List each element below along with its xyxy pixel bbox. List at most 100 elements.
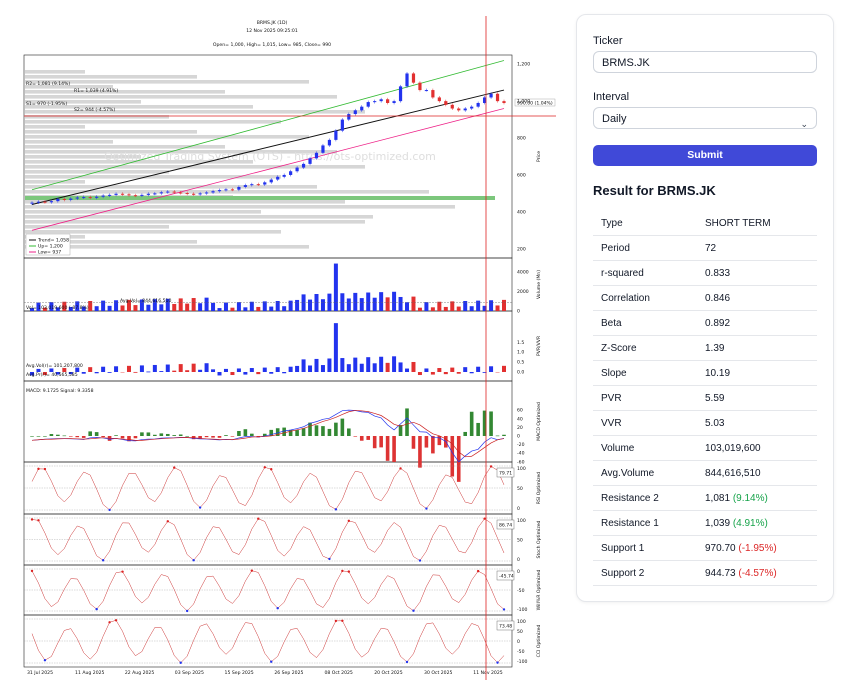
macd-histogram-bar bbox=[275, 428, 280, 436]
volume-profile-bar bbox=[25, 185, 317, 189]
candle-body bbox=[69, 198, 73, 200]
candle-body bbox=[386, 99, 390, 103]
vvr-bar bbox=[346, 364, 351, 372]
rsi-overbought-dot bbox=[399, 467, 402, 470]
macd-tick-label: 20 bbox=[517, 425, 523, 431]
result-label: Volume bbox=[593, 435, 697, 461]
result-value-cell: 1,081 (9.14%) bbox=[697, 485, 817, 511]
vvr-bar bbox=[295, 365, 300, 372]
volume-profile-bar bbox=[25, 130, 197, 134]
macd-histogram-bar bbox=[392, 436, 396, 462]
vvr-bar bbox=[392, 356, 397, 372]
volume-profile-bar bbox=[25, 80, 309, 84]
vvr-bar bbox=[198, 369, 203, 372]
avg-volume-label: Avg.Vol= 844,616,510 bbox=[120, 298, 171, 304]
candle-body bbox=[101, 195, 105, 197]
candle-body bbox=[243, 185, 247, 187]
willr-value-badge bbox=[496, 570, 515, 581]
rsi-tick-label: 50 bbox=[517, 486, 523, 492]
volume-bar bbox=[55, 307, 60, 311]
volume-profile-bar bbox=[25, 220, 365, 224]
volume-tick-label: 0 bbox=[517, 309, 520, 315]
volume-bar bbox=[75, 301, 80, 311]
result-row: Correlation 0.846 bbox=[593, 285, 817, 311]
cci-tick-label: 50 bbox=[517, 629, 523, 635]
volume-bar bbox=[269, 306, 274, 311]
macd-histogram-bar bbox=[165, 433, 170, 436]
vvr-bar bbox=[249, 368, 254, 372]
candle-body bbox=[282, 174, 286, 177]
cci-tick-label: 0 bbox=[517, 639, 520, 645]
vvr-bar bbox=[308, 365, 313, 372]
vvr-tick-label: 0.5 bbox=[517, 360, 524, 366]
candle-body bbox=[431, 90, 435, 98]
cci-overbought-dot bbox=[108, 621, 111, 624]
macd-histogram-bar bbox=[327, 428, 332, 436]
macd-histogram-bar bbox=[398, 425, 403, 436]
volume-bar bbox=[314, 294, 319, 311]
candle-body bbox=[334, 130, 338, 140]
vvr-bar bbox=[456, 372, 461, 374]
x-date-label: 15 Sep 2025 bbox=[225, 670, 254, 676]
vvr-bar bbox=[55, 372, 60, 375]
result-row: Z-Score 1.39 bbox=[593, 335, 817, 361]
analysis-form-card: Ticker BRMS.JK Interval Daily ⌄ Submit R… bbox=[576, 14, 834, 602]
stoch-oversold-dot bbox=[418, 559, 422, 562]
stoch-overbought-dot bbox=[30, 518, 34, 521]
vvr-bar bbox=[398, 362, 403, 372]
macd-histogram-bar bbox=[411, 436, 416, 449]
vvr-bar bbox=[353, 357, 358, 372]
vvr-bar bbox=[159, 371, 164, 372]
macd-histogram-bar bbox=[68, 436, 73, 437]
result-value-cell: 0.846 bbox=[697, 285, 817, 311]
submit-button[interactable]: Submit bbox=[593, 145, 817, 166]
volume-bar bbox=[443, 306, 448, 311]
candle-body bbox=[153, 193, 157, 195]
macd-histogram-bar bbox=[366, 436, 371, 440]
willr-tick-label: -100 bbox=[517, 607, 528, 613]
volume-profile-bar bbox=[25, 115, 169, 119]
rsi-overbought-dot bbox=[43, 467, 47, 471]
vvr-bar bbox=[236, 368, 241, 372]
vvr-bar bbox=[165, 364, 170, 372]
result-value-cell: 0.892 bbox=[697, 310, 817, 336]
legend-entry: Low= 937 bbox=[38, 250, 61, 256]
vvr-bar bbox=[482, 372, 487, 373]
price-level-label: S2= 944 (-4.57%) bbox=[74, 107, 115, 113]
vvr-bar bbox=[152, 364, 157, 372]
result-value-cell: 5.59 bbox=[697, 385, 817, 411]
candle-body bbox=[250, 184, 254, 186]
macd-histogram-bar bbox=[81, 436, 86, 438]
vvr-bar bbox=[204, 363, 209, 372]
macd-histogram-bar bbox=[62, 435, 67, 437]
macd-histogram-bar bbox=[321, 426, 325, 436]
lower-channel-line bbox=[31, 108, 505, 231]
macd-histogram-bar bbox=[301, 428, 306, 436]
interval-select[interactable]: Daily ⌄ bbox=[593, 107, 817, 129]
volume-bar bbox=[482, 305, 487, 311]
volume-profile-bar bbox=[25, 180, 85, 184]
trend-line bbox=[31, 89, 505, 205]
macd-histogram-bar bbox=[230, 436, 235, 437]
cci-overbought-dot bbox=[334, 619, 338, 623]
volume-bar bbox=[249, 301, 254, 311]
volume-bar bbox=[211, 302, 216, 311]
vvr-bar bbox=[243, 372, 248, 375]
candle-body bbox=[379, 99, 383, 102]
candle-body bbox=[398, 86, 403, 102]
candle-body bbox=[204, 192, 209, 194]
willr-panel-ylabel: Will%R Optimized bbox=[536, 570, 542, 611]
macd-histogram-bar bbox=[178, 434, 183, 436]
macd-histogram-bar bbox=[437, 436, 442, 446]
result-value: 1.39 bbox=[705, 342, 725, 354]
vvr-bar bbox=[107, 372, 112, 373]
result-label: Support 1 bbox=[593, 535, 697, 561]
vvr-bar bbox=[379, 356, 384, 372]
volume-bar bbox=[243, 307, 248, 311]
vvr-bar bbox=[282, 372, 287, 374]
ticker-input[interactable]: BRMS.JK bbox=[593, 51, 817, 73]
vvr-bar bbox=[463, 367, 468, 372]
macd-histogram-bar bbox=[211, 436, 215, 438]
vvr-bar bbox=[68, 372, 73, 375]
macd-histogram-bar bbox=[269, 429, 274, 436]
